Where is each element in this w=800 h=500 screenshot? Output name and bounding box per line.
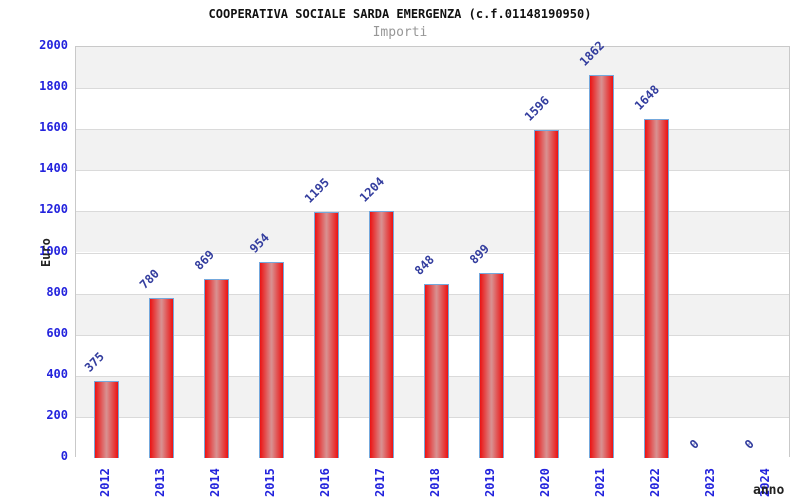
y-tick-label: 800 (46, 284, 68, 299)
y-tick-label: 1400 (39, 161, 68, 176)
x-tick-label: 2022 (648, 468, 663, 497)
background-band (76, 211, 789, 253)
x-tick-label: 2019 (483, 468, 498, 497)
bar-2018 (423, 283, 449, 458)
gridline (76, 211, 789, 213)
gridline (76, 88, 789, 90)
y-tick-label: 1000 (39, 243, 68, 258)
bar-2022 (643, 119, 669, 458)
y-tick-label: 1200 (39, 202, 68, 217)
bar-2014 (203, 279, 229, 458)
y-tick-label: 400 (46, 366, 68, 381)
gridline (76, 129, 789, 131)
x-tick-label: 2021 (593, 468, 608, 497)
y-tick-label: 1600 (39, 120, 68, 135)
bar-2013 (148, 297, 174, 458)
x-tick-label: 2016 (318, 468, 333, 497)
bar-2016 (313, 212, 339, 458)
chart-title: COOPERATIVA SOCIALE SARDA EMERGENZA (c.f… (208, 7, 592, 21)
y-axis-title: Euro (39, 237, 53, 267)
bar-2019 (478, 273, 504, 458)
plot-area (75, 46, 790, 458)
x-axis-title: anno (753, 483, 785, 498)
background-band (76, 129, 789, 171)
gridline (76, 170, 789, 172)
background-band (76, 47, 789, 89)
chart-subtitle: Importi (372, 25, 428, 40)
x-tick-label: 2012 (98, 468, 113, 497)
y-tick-label: 200 (46, 407, 68, 422)
bar-2020 (533, 130, 559, 458)
x-tick-label: 2015 (263, 468, 278, 497)
bar-2015 (258, 261, 284, 458)
background-band (76, 170, 789, 212)
bar-2017 (368, 210, 394, 458)
y-tick-label: 0 (60, 449, 68, 463)
bar-2021 (588, 75, 614, 458)
y-tick-label: 1800 (39, 79, 68, 94)
x-tick-label: 2020 (538, 468, 553, 497)
y-tick-label: 600 (46, 325, 68, 340)
y-tick-label: 2000 (39, 38, 68, 52)
x-tick-label: 2017 (373, 468, 388, 497)
background-band (76, 88, 789, 130)
x-tick-label: 2023 (703, 468, 718, 497)
x-tick-label: 2013 (153, 468, 168, 497)
x-tick-label: 2014 (208, 468, 223, 497)
x-tick-label: 2018 (428, 468, 443, 497)
gridline (76, 252, 789, 254)
bar-2012 (93, 380, 119, 458)
